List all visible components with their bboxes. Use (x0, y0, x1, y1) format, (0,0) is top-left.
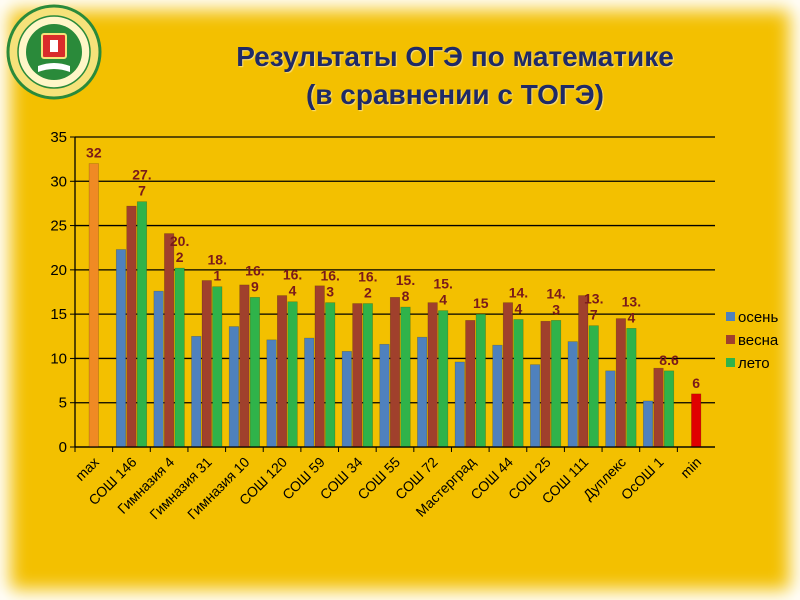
data-label: 4 (289, 283, 297, 299)
data-label: 13. (622, 293, 641, 309)
bar (136, 201, 148, 448)
data-label: 14. (509, 284, 528, 300)
y-tick-label: 35 (50, 129, 67, 146)
bar (191, 335, 202, 448)
data-label: 32 (86, 145, 102, 161)
legend-swatch (726, 335, 735, 344)
bar (88, 163, 99, 448)
data-label: 14. (546, 285, 565, 301)
data-label: 7 (138, 183, 146, 199)
x-tick-label: min (677, 454, 704, 481)
data-label: 16. (245, 262, 264, 278)
bar (438, 310, 449, 448)
x-tick-label: max (72, 454, 102, 484)
data-label: 27. (132, 167, 151, 183)
bar (362, 303, 373, 448)
data-label: 9 (251, 278, 259, 294)
data-label: 4 (515, 300, 523, 316)
data-label: 16. (320, 268, 339, 284)
bar (249, 297, 260, 448)
data-label: 3 (552, 301, 560, 317)
bar (475, 313, 486, 448)
data-label: 16. (283, 267, 302, 283)
bar (400, 306, 411, 448)
bar (540, 320, 551, 448)
bar (605, 370, 616, 448)
data-label: 8.6 (659, 352, 679, 368)
data-label: 15 (473, 295, 489, 311)
data-label: 15. (396, 272, 415, 288)
data-label: 2 (176, 249, 184, 265)
data-label: 18. (208, 252, 227, 268)
bar (341, 351, 352, 448)
bar (691, 393, 702, 448)
legend-swatch (726, 312, 735, 321)
title-line-2: (в сравнении с ТОГЭ) (305, 79, 605, 110)
bar (212, 286, 223, 448)
bar (164, 233, 175, 448)
bar (588, 325, 599, 448)
bar (578, 295, 589, 448)
bar (626, 328, 637, 448)
legend-label: осень (738, 309, 778, 326)
y-tick-label: 0 (59, 439, 67, 456)
data-label: 15. (433, 276, 452, 292)
y-tick-label: 5 (59, 395, 67, 412)
bar (513, 319, 524, 448)
bar (389, 297, 401, 448)
bar (201, 280, 212, 448)
legend-label: весна (738, 332, 779, 349)
data-label: 2 (364, 285, 372, 301)
data-label: 20. (170, 233, 189, 249)
data-label: 7 (590, 307, 598, 323)
bar (530, 364, 541, 448)
bar (287, 301, 298, 448)
bar (174, 267, 185, 448)
bar (663, 370, 675, 448)
bar (567, 341, 578, 448)
bar (615, 318, 626, 448)
bar (379, 343, 390, 448)
data-label: 8 (402, 288, 410, 304)
bar (266, 339, 277, 448)
data-label: 4 (439, 292, 447, 308)
data-label: 6 (692, 375, 700, 391)
bar (314, 285, 325, 448)
data-label: 3 (326, 284, 334, 300)
bar (551, 320, 562, 448)
data-label: 13. (584, 291, 603, 307)
x-tick-label: ОсОШ 1 (618, 454, 667, 503)
bar (239, 284, 250, 448)
legend-swatch (726, 358, 735, 367)
bar (325, 302, 336, 448)
bar (502, 302, 513, 448)
bar (653, 367, 664, 448)
y-tick-label: 15 (50, 306, 67, 323)
data-label: 4 (627, 309, 635, 325)
y-tick-label: 20 (50, 262, 67, 279)
legend-label: лето (738, 355, 770, 372)
page-title: Результаты ОГЭ по математике (в сравнени… (150, 38, 760, 114)
bar (115, 249, 127, 448)
bar (417, 336, 428, 448)
department-emblem-icon (6, 4, 102, 100)
bar (277, 295, 288, 448)
y-tick-label: 10 (50, 350, 67, 367)
y-tick-label: 30 (50, 173, 67, 190)
bar (153, 290, 164, 448)
bar (427, 302, 438, 448)
bar (642, 400, 654, 448)
bar (454, 361, 465, 448)
title-line-1: Результаты ОГЭ по математике (236, 41, 674, 72)
y-tick-label: 25 (50, 218, 67, 235)
bar (492, 344, 503, 448)
bar (126, 205, 137, 448)
data-label: 1 (213, 268, 221, 284)
bar (304, 337, 315, 448)
data-label: 16. (358, 269, 377, 285)
bar (228, 326, 239, 448)
bar (352, 303, 363, 448)
bar (465, 320, 476, 448)
